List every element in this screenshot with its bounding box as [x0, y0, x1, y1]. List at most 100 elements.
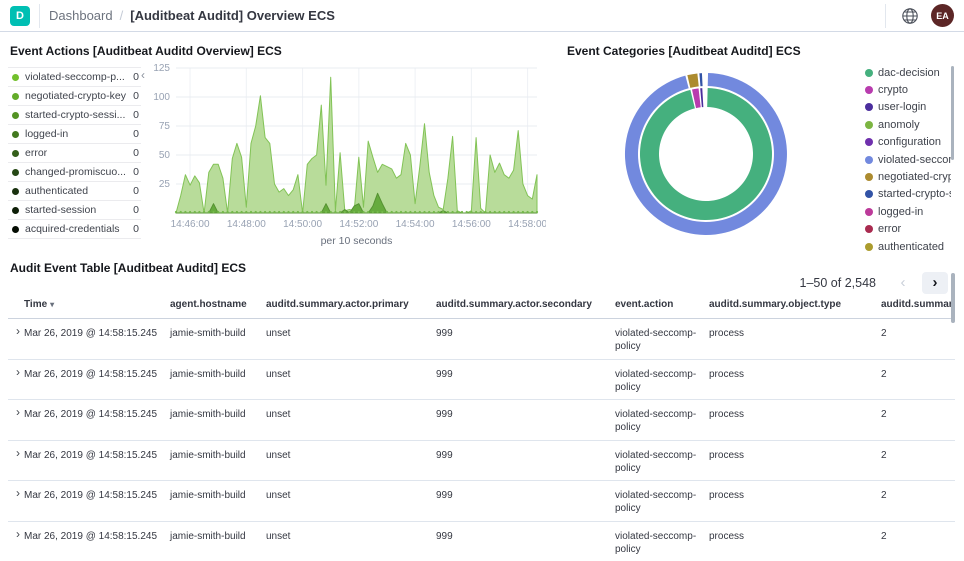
- legend-label: negotiated-crypto...: [878, 171, 951, 184]
- column-header-hostname[interactable]: agent.hostname: [170, 299, 247, 310]
- legend-color-dot: [865, 190, 873, 199]
- svg-text:14:52:00: 14:52:00: [339, 219, 378, 230]
- column-header-event-action[interactable]: event.action: [615, 299, 674, 310]
- cell-hostname: jamie-smith-build: [170, 368, 246, 380]
- legend-item[interactable]: error 0: [8, 144, 141, 163]
- legend-color-dot: [865, 120, 873, 129]
- legend-scrollbar[interactable]: [951, 66, 954, 160]
- cell-actor-primary: unset: [266, 449, 291, 461]
- legend-item[interactable]: authenticated 0: [8, 182, 141, 201]
- user-avatar[interactable]: EA: [931, 4, 954, 27]
- pagination-prev-button[interactable]: ‹: [890, 272, 916, 294]
- legend-collapse-icon[interactable]: ‹: [141, 68, 145, 82]
- legend-item[interactable]: negotiated-crypto-key 0: [8, 87, 141, 106]
- legend-label: anomoly: [878, 118, 920, 131]
- legend-value: 0: [133, 128, 139, 140]
- expand-row-icon[interactable]: ›: [8, 319, 24, 337]
- legend-item[interactable]: violated-seccomp-p... 0: [8, 68, 141, 87]
- cell-hostname: jamie-smith-build: [170, 449, 246, 461]
- legend-item[interactable]: logged-in 0: [8, 125, 141, 144]
- svg-text:50: 50: [159, 150, 171, 161]
- legend-item[interactable]: started-crypto-se...: [865, 186, 951, 203]
- donut-slice-crypto[interactable]: [692, 88, 701, 109]
- table-scrollbar[interactable]: [951, 273, 955, 323]
- svg-text:14:56:00: 14:56:00: [452, 219, 491, 230]
- svg-text:14:54:00: 14:54:00: [396, 219, 435, 230]
- legend-item[interactable]: authenticated: [865, 238, 951, 255]
- cell-actor-secondary: 999: [436, 530, 453, 542]
- svg-text:125: 125: [153, 63, 170, 74]
- legend-item[interactable]: started-crypto-sessi... 0: [8, 106, 141, 125]
- legend-value: 0: [133, 223, 139, 235]
- legend-color-dot: [865, 207, 873, 216]
- svg-text:14:50:00: 14:50:00: [283, 219, 322, 230]
- expand-row-icon[interactable]: ›: [8, 481, 24, 499]
- column-header-summary[interactable]: auditd.summary: [881, 299, 951, 310]
- legend-label: error: [25, 147, 48, 159]
- legend-item[interactable]: configuration: [865, 134, 951, 151]
- breadcrumb-current-page: [Auditbeat Auditd] Overview ECS: [130, 8, 335, 23]
- event-actions-panel: Event Actions [Auditbeat Auditd Overview…: [0, 38, 560, 255]
- expand-row-icon[interactable]: ›: [8, 400, 24, 418]
- legend-item[interactable]: acquired-credentials 0: [8, 220, 141, 239]
- table-row: › Mar 26, 2019 @ 14:58:15.245 jamie-smit…: [8, 400, 955, 441]
- legend-item[interactable]: changed-promiscuo... 0: [8, 163, 141, 182]
- legend-item[interactable]: crypto: [865, 81, 951, 98]
- table-row: › Mar 26, 2019 @ 14:58:15.245 jamie-smit…: [8, 441, 955, 481]
- donut-slice-user-login[interactable]: [700, 88, 704, 108]
- svg-text:14:48:00: 14:48:00: [227, 219, 266, 230]
- column-header-object-type[interactable]: auditd.summary.object.type: [709, 299, 842, 310]
- cell-time: Mar 26, 2019 @ 14:58:15.245: [24, 409, 158, 420]
- column-header-actor-primary[interactable]: auditd.summary.actor.primary: [266, 299, 409, 310]
- legend-item[interactable]: user-login: [865, 99, 951, 116]
- legend-value: 0: [133, 185, 139, 197]
- expand-row-icon[interactable]: ›: [8, 360, 24, 378]
- legend-label: started-session: [25, 204, 97, 216]
- legend-color-dot: [12, 168, 19, 176]
- cell-actor-primary: unset: [266, 328, 291, 339]
- legend-label: dac-decision: [878, 66, 940, 79]
- column-header-actor-secondary[interactable]: auditd.summary.actor.secondary: [436, 299, 592, 310]
- breadcrumb-separator: /: [119, 8, 124, 23]
- donut-slice-negotiated-crypto-key[interactable]: [687, 73, 699, 88]
- legend-item[interactable]: negotiated-crypto...: [865, 168, 951, 185]
- cell-object-type: process: [709, 490, 745, 501]
- cell-object-type: process: [709, 449, 745, 461]
- legend-item[interactable]: error: [865, 221, 951, 238]
- event-actions-title: Event Actions [Auditbeat Auditd Overview…: [10, 44, 282, 58]
- legend-label: logged-in: [25, 128, 69, 140]
- legend-item[interactable]: started-session 0: [8, 201, 141, 220]
- pagination-next-button[interactable]: ›: [922, 272, 948, 294]
- column-header-time[interactable]: Time ▾: [24, 299, 55, 310]
- cell-actor-primary: unset: [266, 368, 291, 380]
- donut-slice-started-crypto-session[interactable]: [699, 73, 703, 87]
- cell-actor-primary: unset: [266, 409, 291, 420]
- cell-event-action: violated-seccomp-policy: [615, 530, 697, 555]
- expander-column-header: [8, 299, 24, 318]
- legend-item[interactable]: dac-decision: [865, 64, 951, 81]
- expand-row-icon[interactable]: ›: [8, 522, 24, 540]
- legend-color-dot: [12, 225, 19, 233]
- legend-label: changed-promiscuo...: [25, 166, 126, 178]
- dashboard-app-logo[interactable]: D: [10, 5, 30, 26]
- svg-text:14:58:00: 14:58:00: [508, 219, 546, 230]
- event-categories-donut-chart[interactable]: [621, 69, 791, 239]
- globe-icon[interactable]: [895, 1, 925, 31]
- svg-text:75: 75: [159, 121, 171, 132]
- legend-item[interactable]: anomoly: [865, 116, 951, 133]
- table-header-row: Time ▾ agent.hostname auditd.summary.acto…: [8, 299, 955, 319]
- breadcrumb-dashboard[interactable]: Dashboard: [49, 8, 113, 23]
- legend-value: 0: [133, 109, 139, 121]
- event-actions-area-chart[interactable]: 14:46:00 14:48:00 14:50:00 14:52:00 14:54:00…: [146, 56, 546, 250]
- legend-item[interactable]: violated-seccomp...: [865, 151, 951, 168]
- cell-time: Mar 26, 2019 @ 14:58:15.245: [24, 368, 158, 380]
- legend-label: authenticated: [878, 240, 945, 253]
- top-navbar: D Dashboard / [Auditbeat Auditd] Overvie…: [0, 0, 964, 32]
- legend-color-dot: [12, 206, 19, 214]
- legend-item[interactable]: logged-in: [865, 203, 951, 220]
- event-actions-legend: violated-seccomp-p... 0 negotiated-crypt…: [8, 67, 141, 239]
- expand-row-icon[interactable]: ›: [8, 441, 24, 459]
- donut-slice-dac-decision[interactable]: [639, 88, 772, 220]
- cell-object-type: process: [709, 368, 745, 380]
- legend-color-dot: [12, 149, 19, 157]
